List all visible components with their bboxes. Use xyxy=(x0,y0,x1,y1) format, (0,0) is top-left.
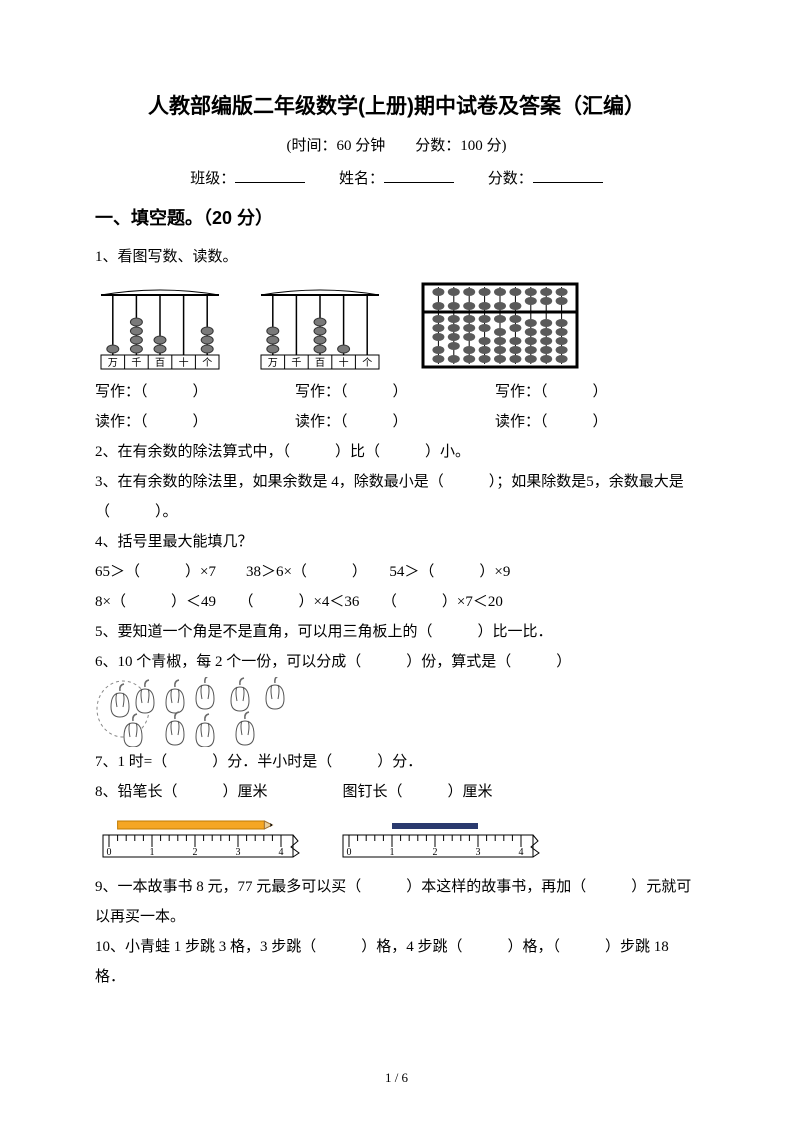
info-row: 班级： 姓名： 分数： xyxy=(95,167,698,188)
title: 人教部编版二年级数学(上册)期中试卷及答案（汇编） xyxy=(95,90,698,120)
class-label: 班级： xyxy=(190,171,235,187)
subtitle: (时间：60 分钟 分数：100 分) xyxy=(95,134,698,155)
q4-l1: 65＞（ ）×7 38＞6×（ ） 54＞（ ）×9 xyxy=(95,557,698,587)
svg-text:千: 千 xyxy=(131,357,141,369)
svg-text:1: 1 xyxy=(390,847,395,858)
svg-text:2: 2 xyxy=(193,847,198,858)
abacus-1: 万千百十个 xyxy=(95,283,225,373)
q7: 7、1 时=（ ）分．半小时是（ ）分． xyxy=(95,747,698,777)
score-blank[interactable] xyxy=(533,168,603,183)
section-1-head: 一、填空题。（20 分） xyxy=(95,204,698,230)
svg-text:十: 十 xyxy=(179,356,189,369)
q2: 2、在有余数的除法算式中，（ ）比（ ）小。 xyxy=(95,437,698,467)
name-label: 姓名： xyxy=(339,171,384,187)
q5: 5、要知道一个角是不是直角，可以用三角板上的（ ）比一比． xyxy=(95,617,698,647)
write-3: 写作：（ ） xyxy=(495,377,665,407)
name-blank[interactable] xyxy=(384,168,454,183)
q4-l2: 8×（ ）＜49 （ ）×4＜36 （ ）×7＜20 xyxy=(95,587,698,617)
svg-text:个: 个 xyxy=(362,357,372,369)
page: 人教部编版二年级数学(上册)期中试卷及答案（汇编） (时间：60 分钟 分数：1… xyxy=(0,0,793,1122)
svg-text:十: 十 xyxy=(339,356,349,369)
svg-text:0: 0 xyxy=(107,847,112,858)
write-1: 写作：（ ） xyxy=(95,377,265,407)
read-2: 读作：（ ） xyxy=(295,407,465,437)
q8: 8、铅笔长（ ）厘米 图钉长（ ）厘米 xyxy=(95,777,698,807)
q9: 9、一本故事书 8 元，77 元最多可以买（ ）本这样的故事书，再加（ ）元就可… xyxy=(95,872,698,932)
svg-text:百: 百 xyxy=(315,357,325,369)
svg-text:万: 万 xyxy=(108,358,118,369)
q10: 10、小青蛙 1 步跳 3 格，3 步跳（ ）格，4 步跳（ ）格，（ ）步跳 … xyxy=(95,932,698,992)
q1-figures: 万千百十个 万千百十个 xyxy=(95,278,698,373)
svg-text:3: 3 xyxy=(236,847,241,858)
svg-text:万: 万 xyxy=(268,358,278,369)
svg-text:个: 个 xyxy=(202,357,212,369)
ruler-pencil: 0 1 2 3 4 xyxy=(95,813,305,868)
svg-text:4: 4 xyxy=(279,847,284,858)
q1-read-row: 读作：（ ） 读作：（ ） 读作：（ ） xyxy=(95,407,698,437)
class-blank[interactable] xyxy=(235,168,305,183)
q6: 6、10 个青椒，每 2 个一份，可以分成（ ）份，算式是（ ） xyxy=(95,647,698,677)
svg-text:1: 1 xyxy=(150,847,155,858)
peppers-figure xyxy=(95,677,315,747)
read-3: 读作：（ ） xyxy=(495,407,665,437)
svg-text:2: 2 xyxy=(433,847,438,858)
q1-write-row: 写作：（ ） 写作：（ ） 写作：（ ） xyxy=(95,377,698,407)
page-footer: 1 / 6 xyxy=(0,1070,793,1086)
write-2: 写作：（ ） xyxy=(295,377,465,407)
ruler-pin: 0 1 2 3 4 xyxy=(335,813,545,868)
abacus-2: 万千百十个 xyxy=(255,283,385,373)
score-label: 分数： xyxy=(488,171,533,187)
svg-text:3: 3 xyxy=(476,847,481,858)
suanpan xyxy=(415,278,585,373)
svg-text:0: 0 xyxy=(347,847,352,858)
q4-stem: 4、括号里最大能填几？ xyxy=(95,527,698,557)
svg-text:百: 百 xyxy=(155,357,165,369)
q3: 3、在有余数的除法里，如果余数是 4，除数最小是（ ）；如果除数是5，余数最大是… xyxy=(95,467,698,527)
read-1: 读作：（ ） xyxy=(95,407,265,437)
svg-text:千: 千 xyxy=(291,357,301,369)
q8-rulers: 0 1 2 3 4 0 1 2 3 4 xyxy=(95,813,698,868)
q1-stem: 1、看图写数、读数。 xyxy=(95,242,698,272)
svg-text:4: 4 xyxy=(519,847,524,858)
